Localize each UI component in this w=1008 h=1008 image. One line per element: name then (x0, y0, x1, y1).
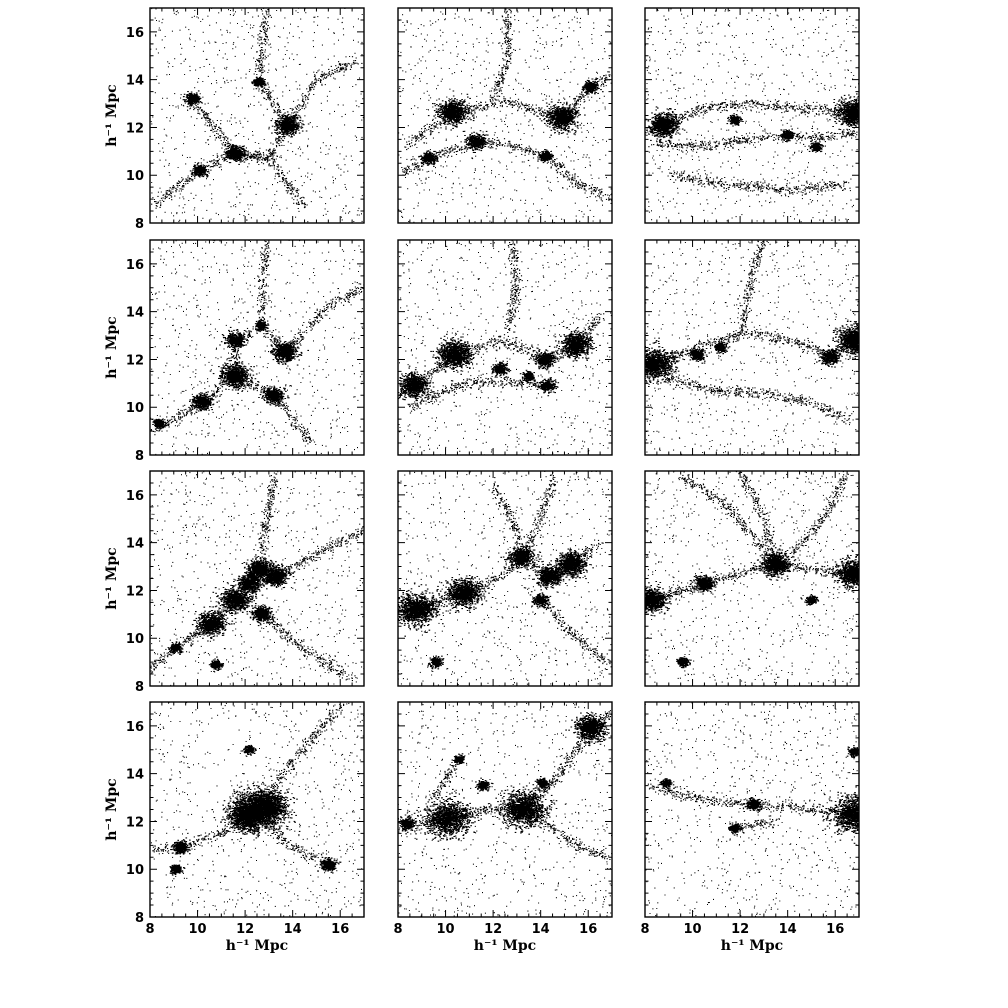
x-tick-label: 12 (731, 922, 749, 937)
y-tick-label: 16 (126, 258, 144, 273)
panel-frame (149, 239, 365, 456)
axis-ticks (397, 470, 613, 687)
panels-group: 8 10 12 14 16 8 10 12 14 16 8 10 12 14 16 8 10 12 14 16 8 10 1… (126, 7, 860, 937)
x-axis-label: h⁻¹ Mpc (721, 938, 783, 954)
y-tick-label: 14 (126, 306, 144, 321)
axis-ticks (397, 701, 613, 918)
particle-points (398, 471, 612, 686)
particle-cloud (398, 702, 612, 917)
axis-ticks (149, 239, 365, 456)
particle-points (150, 702, 364, 917)
y-tick-label: 10 (126, 863, 144, 878)
panel-r2-c2 (397, 239, 613, 456)
x-tick-label: 16 (331, 922, 349, 937)
y-tick-label: 12 (126, 353, 144, 368)
y-tick-label: 16 (126, 26, 144, 41)
particle-cloud (645, 471, 859, 686)
y-axis-label: h⁻¹ Mpc (104, 84, 120, 146)
y-tick-label: 14 (126, 74, 144, 89)
x-tick-label: 10 (189, 922, 207, 937)
panel-r2-c1: 8 10 12 14 16 (126, 239, 365, 464)
particle-points (645, 240, 859, 455)
x-tick-label: 8 (145, 922, 154, 937)
particle-cloud (398, 8, 612, 223)
particle-cloud (150, 471, 364, 686)
axis-ticks (644, 239, 860, 456)
x-tick-label: 14 (532, 922, 550, 937)
particle-cloud (645, 702, 859, 917)
particle-points (150, 240, 364, 455)
y-tick-label: 8 (135, 680, 144, 695)
axis-ticks (149, 7, 365, 224)
particle-points (398, 8, 612, 223)
x-tick-label: 8 (640, 922, 649, 937)
particle-points (150, 8, 364, 223)
panel-frame (397, 7, 613, 224)
y-tick-label: 10 (126, 632, 144, 647)
x-tick-label: 12 (236, 922, 254, 937)
panel-r3-c3 (644, 470, 860, 687)
axis-ticks (397, 7, 613, 224)
panel-r2-c3 (644, 239, 860, 456)
y-tick-label: 10 (126, 401, 144, 416)
y-tick-label: 16 (126, 720, 144, 735)
x-tick-label: 16 (579, 922, 597, 937)
x-axis-label: h⁻¹ Mpc (474, 938, 536, 954)
particle-cloud (398, 240, 612, 455)
x-tick-label: 14 (779, 922, 797, 937)
panel-r4-c3: 8 10 12 14 16 (640, 701, 860, 937)
y-tick-label: 10 (126, 169, 144, 184)
particle-points (150, 471, 364, 686)
particle-cloud (645, 8, 859, 223)
axis-ticks (644, 470, 860, 687)
y-axis-label: h⁻¹ Mpc (104, 778, 120, 840)
y-tick-label: 8 (135, 911, 144, 926)
particle-cloud (150, 240, 364, 455)
y-tick-label: 14 (126, 537, 144, 552)
x-tick-label: 10 (684, 922, 702, 937)
annotations-group: h⁻¹ Mpc h⁻¹ Mpc h⁻¹ Mpc h⁻¹ Mpc h⁻¹ Mpc h⁻¹ M… (104, 84, 783, 954)
axis-ticks (397, 239, 613, 456)
panel-r3-c2 (397, 470, 613, 687)
y-tick-label: 12 (126, 584, 144, 599)
panel-r1-c1: 8 10 12 14 16 (126, 7, 365, 232)
panel-r4-c1: 8 10 12 14 16 8 10 12 14 16 (126, 701, 365, 937)
y-tick-label: 12 (126, 121, 144, 136)
particle-points (645, 8, 859, 223)
panel-r4-c2: 8 10 12 14 16 (393, 701, 613, 937)
panel-r1-c2 (397, 7, 613, 224)
x-tick-label: 10 (437, 922, 455, 937)
particle-points (398, 240, 612, 455)
y-axis-label: h⁻¹ Mpc (104, 316, 120, 378)
x-tick-label: 12 (484, 922, 502, 937)
panel-r1-c3 (644, 7, 860, 224)
x-tick-label: 8 (393, 922, 402, 937)
panel-r3-c1: 8 10 12 14 16 (126, 470, 365, 695)
y-tick-label: 8 (135, 217, 144, 232)
axis-ticks (644, 701, 860, 918)
particle-cloud (645, 240, 859, 455)
x-tick-label: 14 (284, 922, 302, 937)
panel-frame (149, 7, 365, 224)
y-axis-label: h⁻¹ Mpc (104, 547, 120, 609)
axis-ticks (149, 701, 365, 918)
particle-cloud (150, 8, 364, 223)
particle-points (645, 471, 859, 686)
x-axis-label: h⁻¹ Mpc (226, 938, 288, 954)
panel-frame (644, 701, 860, 918)
panel-frame (397, 470, 613, 687)
y-tick-label: 16 (126, 489, 144, 504)
y-tick-label: 12 (126, 815, 144, 830)
axis-ticks (644, 7, 860, 224)
particle-points (398, 702, 612, 917)
particle-cloud (398, 471, 612, 686)
particle-points (645, 702, 859, 917)
x-tick-label: 16 (826, 922, 844, 937)
y-tick-label: 8 (135, 449, 144, 464)
axis-ticks (149, 470, 365, 687)
particle-cloud (150, 702, 364, 917)
y-tick-label: 14 (126, 768, 144, 783)
